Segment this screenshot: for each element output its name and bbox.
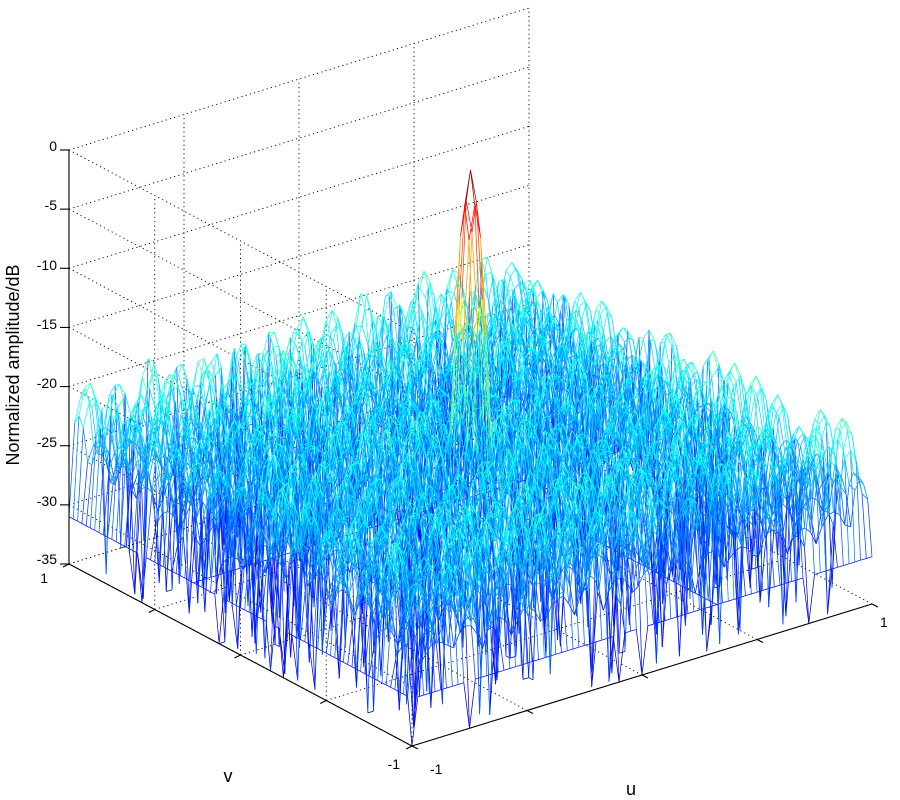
v-axis-label: v: [224, 766, 233, 786]
v-tick-mark-1: [320, 700, 327, 704]
mesh-band-12: [74, 262, 857, 591]
u-tick-max: 1: [880, 614, 888, 630]
grid-line-z-right-0: [68, 7, 530, 151]
grid-line-z-left-0: [68, 149, 413, 333]
z-tick-minus20: -20: [37, 375, 57, 391]
mesh-band-17: [478, 307, 484, 425]
mesh-band-16: [451, 329, 469, 421]
grid-line-z-right-5: [68, 303, 530, 447]
grid-line-z-right-1: [68, 66, 530, 210]
mesh-band-28: [460, 200, 481, 241]
v-tick-mark-2: [234, 654, 241, 659]
grid-line-z-right-4: [68, 244, 530, 388]
mesh-band-15: [450, 299, 493, 475]
z-tick-minus25: -25: [37, 434, 57, 450]
v-tick-mark-0: [405, 745, 413, 750]
mesh-band-26: [458, 200, 483, 308]
u-tick-mark-3: [756, 639, 764, 643]
z-tick-0: 0: [49, 138, 57, 154]
mesh-band-14: [84, 256, 853, 554]
v-tick-mark-3: [148, 609, 155, 613]
v-tick-min: -1: [388, 756, 401, 772]
z-tick-minus35: -35: [37, 551, 57, 567]
axes: [60, 149, 879, 750]
z-tick-minus10: -10: [37, 257, 57, 273]
mesh-band-23: [454, 232, 487, 343]
u-tick-mark-2: [641, 674, 649, 679]
z-tick-minus5: -5: [45, 197, 58, 213]
v-tick-mark-4: [62, 563, 70, 568]
grid-line-z-left-1: [68, 208, 413, 392]
u-tick-mark-0: [411, 745, 419, 750]
mesh-band-18: [457, 298, 463, 405]
u-tick-min: -1: [430, 761, 443, 777]
u-tick-mark-4: [871, 603, 879, 608]
v-tick-max: 1: [40, 570, 48, 586]
z-axis-label: Normalized amplitude/dB: [3, 264, 23, 465]
z-tick-labels: 0 -5 -10 -15 -20 -25 -30 -35: [37, 138, 57, 567]
mesh-band-31: [464, 169, 477, 206]
grid-line-z-left-2: [68, 267, 413, 451]
u-axis-label: u: [626, 779, 636, 799]
z-tick-minus15: -15: [37, 316, 57, 332]
grid-line-z-right-2: [68, 125, 530, 269]
grid-line-z-left-3: [68, 327, 413, 510]
z-tick-minus30: -30: [37, 493, 57, 509]
grid-line-z-right-3: [68, 184, 530, 328]
surface-mesh: [68, 169, 873, 747]
u-tick-mark-1: [526, 710, 534, 714]
